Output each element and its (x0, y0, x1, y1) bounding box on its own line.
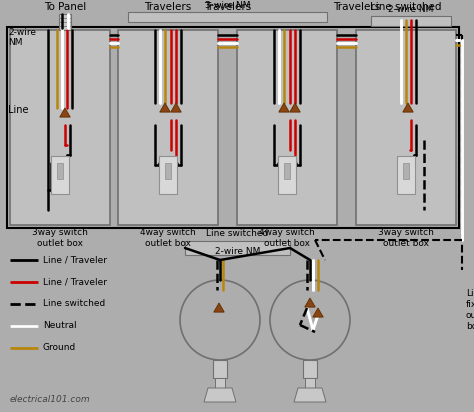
Text: Line / Traveler: Line / Traveler (43, 255, 107, 265)
Text: Line: Line (8, 105, 28, 115)
Bar (403, 163, 409, 179)
Bar (215, 378, 225, 388)
Text: Travelers: Travelers (333, 2, 381, 12)
Text: Light
fixture
outlet
box: Light fixture outlet box (466, 289, 474, 331)
Polygon shape (60, 108, 70, 117)
Text: Travelers: Travelers (145, 2, 191, 12)
Bar (278, 156, 296, 194)
Text: Line switched: Line switched (206, 229, 269, 238)
Circle shape (270, 280, 350, 360)
Bar (284, 163, 290, 179)
Bar (185, 241, 290, 255)
Bar (7, 27, 459, 228)
Bar (51, 156, 69, 194)
Polygon shape (313, 308, 323, 317)
Bar (305, 378, 315, 388)
Bar (159, 156, 177, 194)
Text: 3way switch
outlet box: 3way switch outlet box (32, 228, 88, 248)
Circle shape (180, 280, 260, 360)
Bar (397, 156, 415, 194)
Bar (57, 163, 63, 179)
Bar (213, 360, 227, 378)
Text: Line switched: Line switched (43, 300, 105, 309)
Text: Travelers: Travelers (204, 2, 251, 12)
Bar (128, 12, 327, 22)
Polygon shape (305, 298, 315, 307)
Polygon shape (214, 303, 224, 312)
Polygon shape (279, 103, 289, 112)
Bar (237, 30, 337, 225)
Text: Ground: Ground (43, 344, 76, 353)
Bar (165, 163, 171, 179)
Text: To Panel: To Panel (44, 2, 86, 12)
Text: 3-wire NM: 3-wire NM (205, 1, 250, 10)
Polygon shape (294, 388, 326, 402)
Bar (356, 30, 456, 225)
Bar (59, 14, 71, 30)
Bar (118, 30, 218, 225)
Text: 2-wire NM: 2-wire NM (388, 5, 434, 14)
Bar (303, 360, 317, 378)
Polygon shape (160, 103, 170, 112)
Text: 2-wire NM: 2-wire NM (215, 247, 260, 256)
Polygon shape (290, 103, 300, 112)
Text: Neutral: Neutral (43, 321, 77, 330)
Polygon shape (204, 388, 236, 402)
Bar (10, 30, 110, 225)
Text: 4way switch
outlet box: 4way switch outlet box (259, 228, 315, 248)
Text: Line switched: Line switched (370, 2, 442, 12)
Text: Line / Traveler: Line / Traveler (43, 278, 107, 286)
Text: 3way switch
outlet box: 3way switch outlet box (378, 228, 434, 248)
Bar (371, 16, 451, 26)
Text: 4way switch
outlet box: 4way switch outlet box (140, 228, 196, 248)
Text: electrical101.com: electrical101.com (10, 395, 91, 404)
Polygon shape (171, 103, 181, 112)
Polygon shape (403, 103, 413, 112)
Text: 2-wire
NM: 2-wire NM (8, 28, 36, 47)
